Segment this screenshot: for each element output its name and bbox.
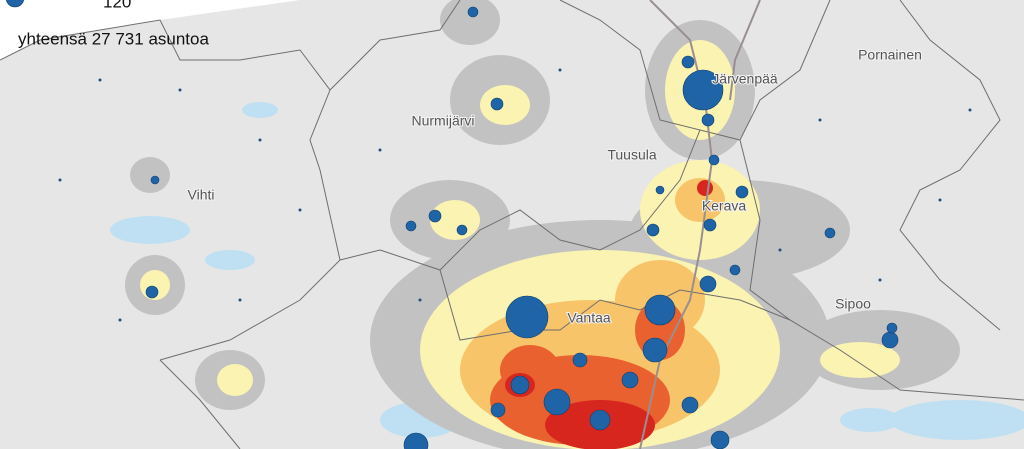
place-label: Vantaa (567, 310, 611, 326)
place-label: Pornainen (858, 47, 922, 63)
housing-circles (5, 0, 899, 449)
place-label: Kerava (702, 198, 747, 214)
place-label: Vihti (188, 187, 215, 203)
housing-dots (58, 68, 972, 322)
place-label: Järvenpää (712, 71, 778, 87)
place-label: Nurmijärvi (412, 113, 475, 129)
legend-total: yhteensä 27 731 asuntoa (18, 29, 209, 48)
place-label: Tuusula (607, 147, 657, 163)
place-label: Sipoo (835, 296, 871, 312)
legend-size-label: 120 (103, 0, 131, 11)
